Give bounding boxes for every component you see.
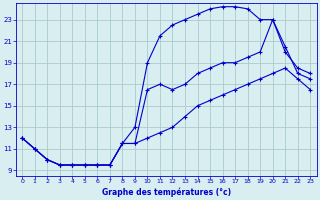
X-axis label: Graphe des températures (°c): Graphe des températures (°c) [102, 187, 231, 197]
